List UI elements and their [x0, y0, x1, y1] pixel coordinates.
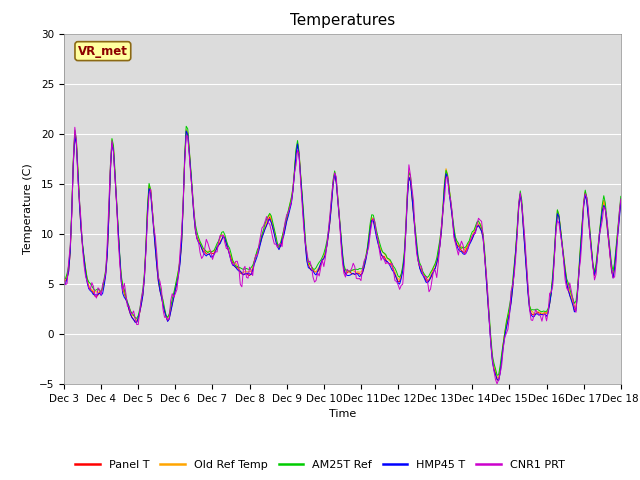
HMP45 T [164, 319, 172, 324]
Panel T [617, 197, 625, 203]
Old Ref Temp [495, 376, 502, 382]
Panel T [410, 211, 417, 217]
Old Ref Temp [76, 199, 83, 205]
Old Ref Temp [552, 225, 559, 231]
HMP45 T [552, 228, 559, 233]
Old Ref Temp [617, 196, 625, 202]
Line: Old Ref Temp: Old Ref Temp [64, 130, 621, 379]
AM25T Ref [60, 276, 68, 282]
Line: AM25T Ref: AM25T Ref [64, 126, 621, 375]
AM25T Ref [397, 271, 405, 277]
AM25T Ref [379, 249, 387, 255]
Text: VR_met: VR_met [78, 45, 128, 58]
HMP45 T [379, 254, 387, 260]
CNR1 PRT [379, 254, 387, 260]
Old Ref Temp [60, 279, 68, 285]
Line: CNR1 PRT: CNR1 PRT [64, 127, 621, 384]
Panel T [552, 228, 559, 234]
Panel T [60, 279, 68, 285]
CNR1 PRT [410, 198, 417, 204]
Panel T [76, 201, 83, 206]
Old Ref Temp [182, 127, 190, 132]
HMP45 T [410, 212, 417, 218]
Line: HMP45 T: HMP45 T [64, 131, 621, 381]
AM25T Ref [410, 209, 417, 215]
Old Ref Temp [397, 274, 405, 279]
CNR1 PRT [617, 196, 625, 202]
Panel T [397, 273, 405, 279]
HMP45 T [60, 282, 68, 288]
HMP45 T [397, 276, 405, 281]
Old Ref Temp [410, 209, 417, 215]
CNR1 PRT [77, 217, 85, 223]
HMP45 T [182, 128, 190, 134]
AM25T Ref [76, 197, 83, 203]
Panel T [182, 129, 190, 135]
Panel T [164, 318, 172, 324]
CNR1 PRT [493, 381, 501, 387]
CNR1 PRT [552, 229, 559, 235]
CNR1 PRT [60, 274, 68, 279]
AM25T Ref [552, 223, 559, 229]
X-axis label: Time: Time [329, 409, 356, 419]
Y-axis label: Temperature (C): Temperature (C) [23, 163, 33, 254]
Old Ref Temp [379, 249, 387, 254]
HMP45 T [495, 378, 502, 384]
Old Ref Temp [164, 315, 172, 321]
Panel T [379, 253, 387, 259]
AM25T Ref [617, 193, 625, 199]
AM25T Ref [493, 372, 501, 378]
Legend: Panel T, Old Ref Temp, AM25T Ref, HMP45 T, CNR1 PRT: Panel T, Old Ref Temp, AM25T Ref, HMP45 … [71, 456, 569, 474]
AM25T Ref [164, 314, 172, 320]
Line: Panel T: Panel T [64, 132, 621, 380]
CNR1 PRT [71, 124, 79, 130]
Title: Temperatures: Temperatures [290, 13, 395, 28]
CNR1 PRT [165, 316, 173, 322]
HMP45 T [76, 202, 83, 207]
AM25T Ref [182, 123, 190, 129]
HMP45 T [617, 199, 625, 205]
CNR1 PRT [397, 283, 405, 288]
Panel T [495, 377, 502, 383]
